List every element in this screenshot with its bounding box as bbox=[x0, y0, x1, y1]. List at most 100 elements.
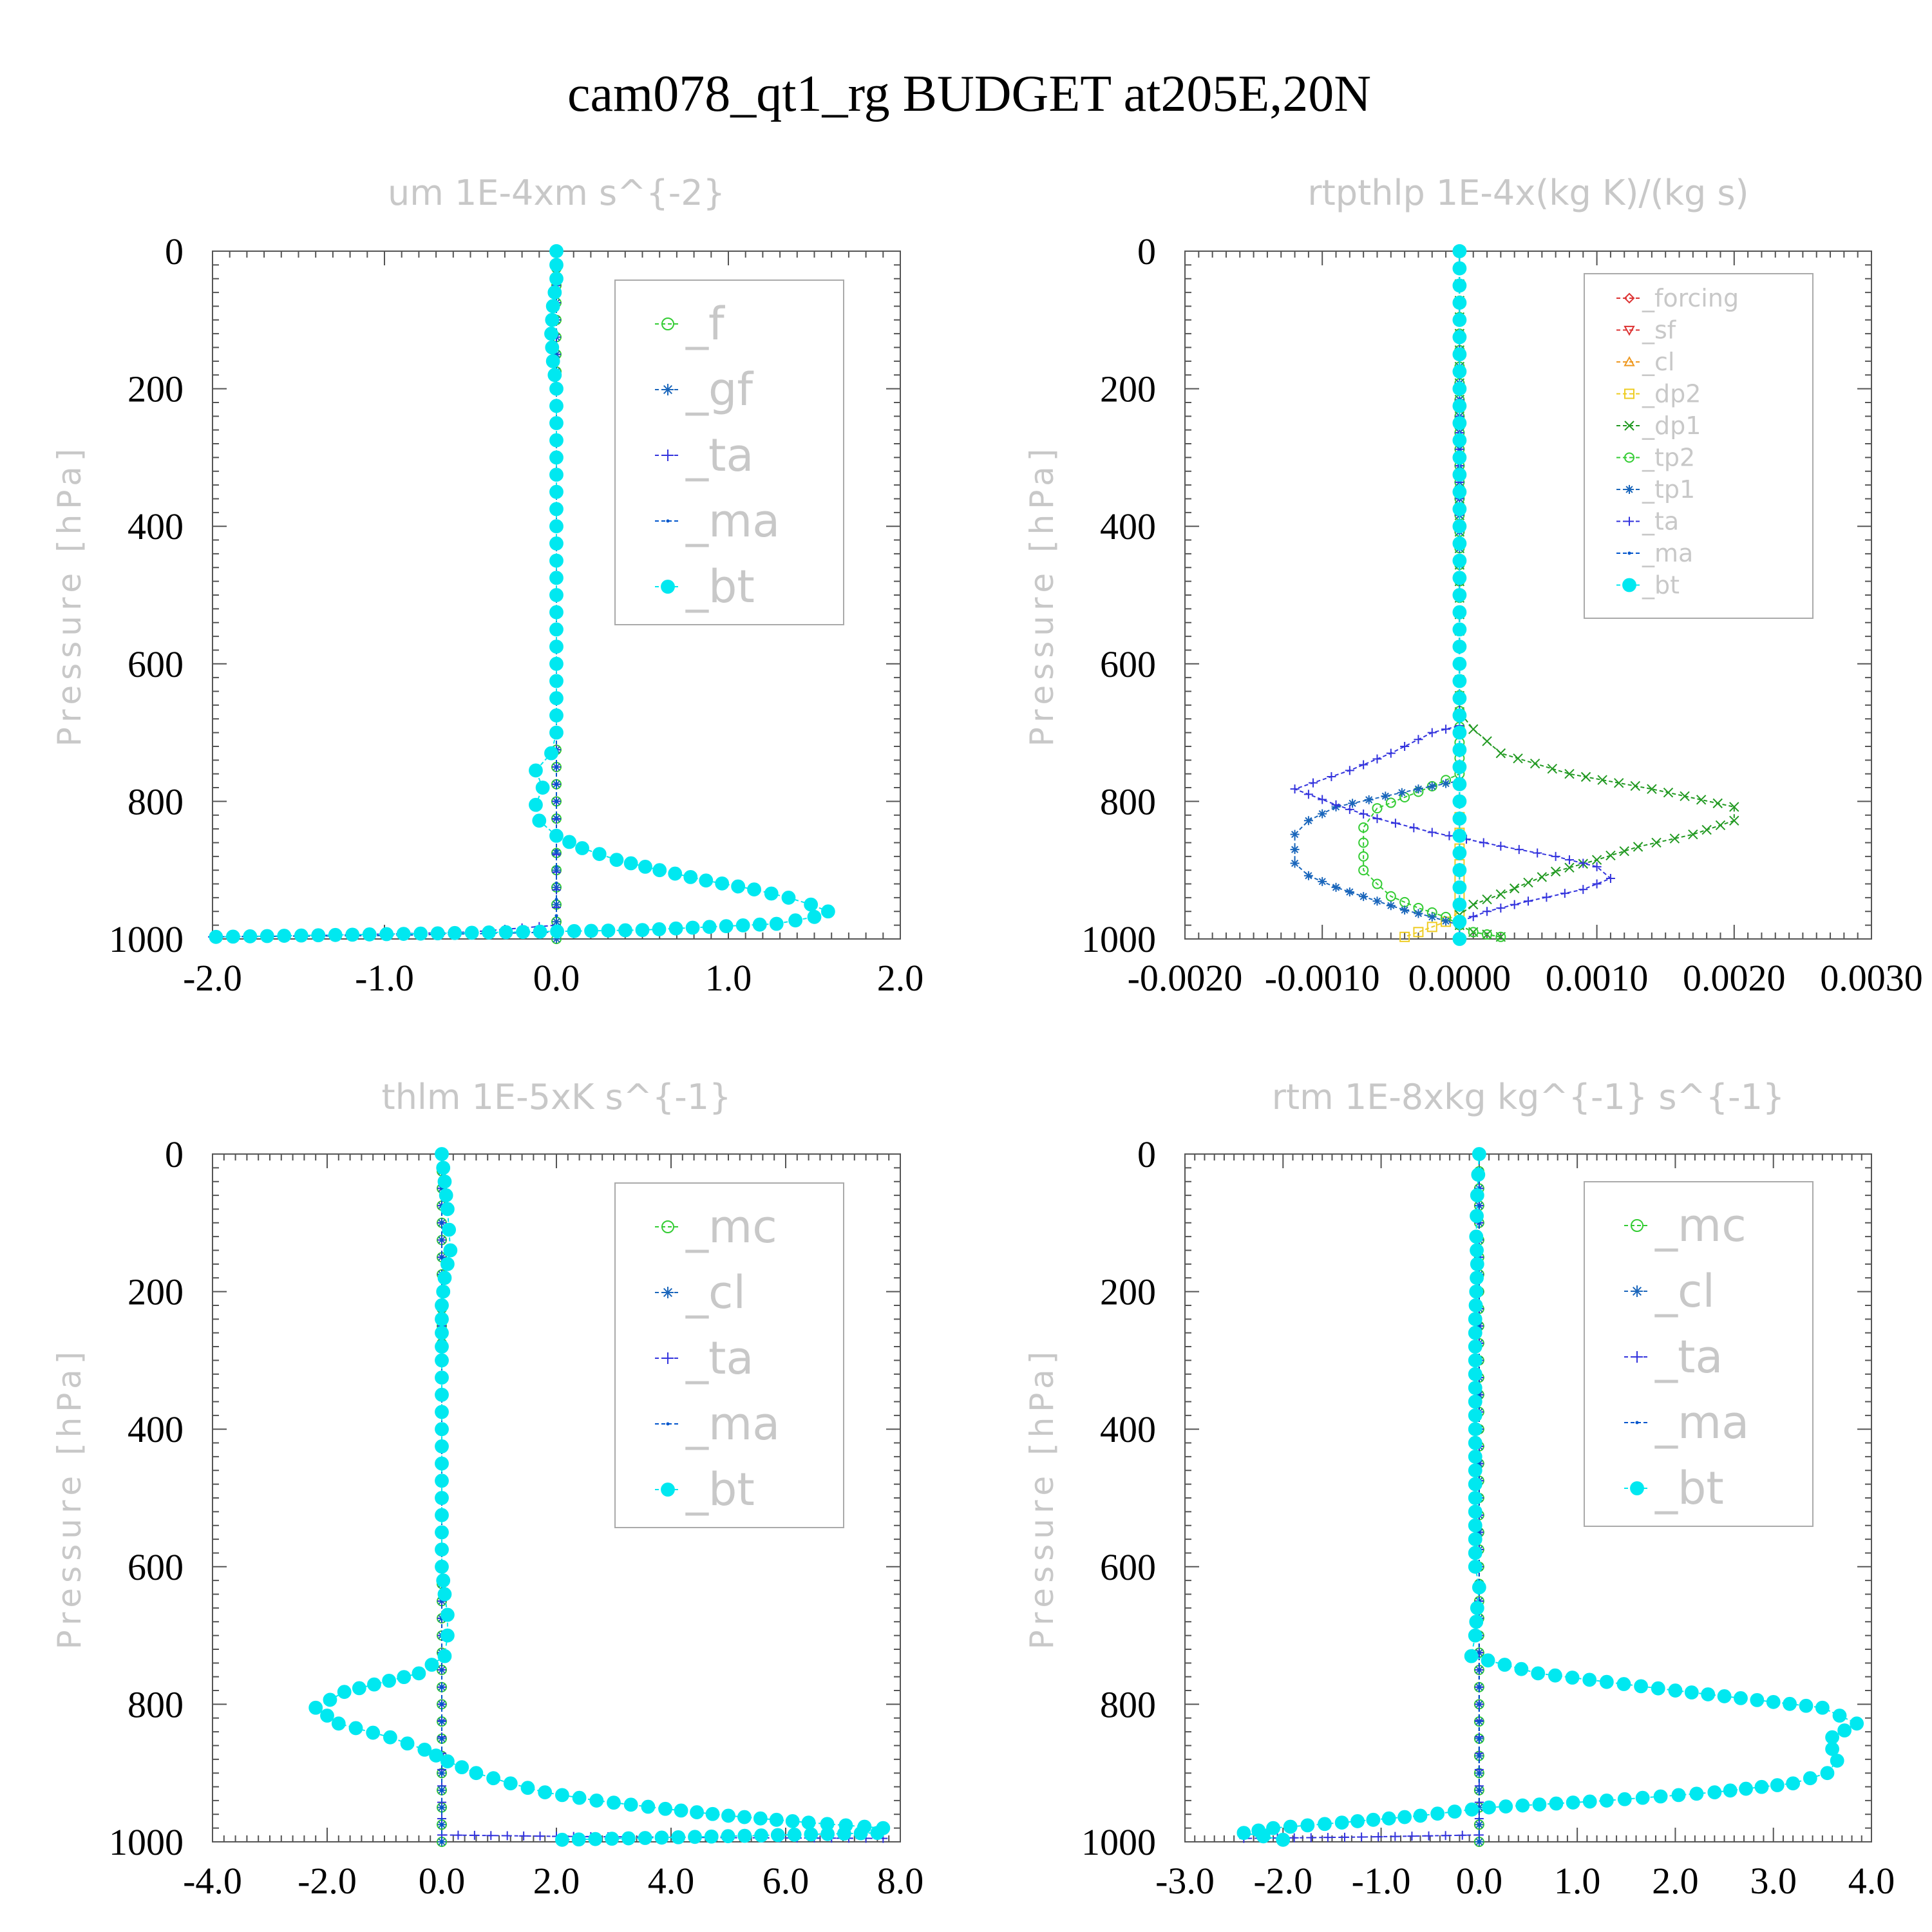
data-point bbox=[328, 927, 343, 942]
data-point bbox=[549, 484, 564, 499]
data-point bbox=[1464, 1649, 1479, 1663]
data-point bbox=[567, 923, 582, 938]
data-point bbox=[601, 923, 616, 938]
data-point bbox=[1633, 842, 1643, 852]
data-point bbox=[555, 1832, 569, 1847]
data-point bbox=[1799, 1698, 1814, 1713]
data-point bbox=[1482, 894, 1492, 905]
data-point bbox=[1701, 824, 1712, 835]
data-point bbox=[1477, 1685, 1481, 1689]
data-point bbox=[1381, 1811, 1396, 1826]
data-point bbox=[787, 1828, 802, 1842]
y-tick-label: 200 bbox=[128, 368, 184, 410]
data-point bbox=[435, 1508, 449, 1522]
data-point bbox=[260, 929, 274, 943]
data-point bbox=[554, 898, 558, 902]
data-point bbox=[1452, 536, 1467, 551]
data-point bbox=[1345, 766, 1354, 775]
legend-label: _ma bbox=[1654, 1396, 1749, 1449]
data-point bbox=[1496, 903, 1506, 913]
y-tick-label: 800 bbox=[128, 781, 184, 822]
series-group bbox=[1290, 244, 1739, 946]
data-point bbox=[589, 1794, 604, 1808]
data-point bbox=[308, 1700, 323, 1715]
data-point bbox=[549, 588, 564, 602]
data-point bbox=[1651, 1681, 1665, 1696]
legend-box bbox=[614, 1182, 844, 1528]
data-point bbox=[605, 1832, 620, 1846]
data-point bbox=[469, 1830, 479, 1840]
data-point bbox=[1357, 1832, 1367, 1842]
data-point bbox=[770, 1828, 785, 1842]
data-point bbox=[1303, 790, 1313, 799]
plot-frame bbox=[212, 1153, 901, 1842]
legend-label: _tp1 bbox=[1642, 475, 1695, 504]
data-point bbox=[1514, 1662, 1529, 1676]
data-point bbox=[554, 881, 558, 885]
data-point bbox=[1689, 1786, 1704, 1801]
data-point bbox=[1390, 1832, 1400, 1841]
data-point bbox=[554, 765, 558, 769]
data-point bbox=[1348, 799, 1358, 808]
data-point bbox=[1364, 795, 1374, 804]
data-point bbox=[820, 904, 835, 919]
data-point bbox=[1548, 1668, 1562, 1683]
data-point bbox=[1560, 889, 1569, 898]
data-point bbox=[1358, 865, 1369, 876]
data-point bbox=[638, 1831, 652, 1845]
panel-3: thlm 1E-5xK s^{-1} Pressure [hPa] -4.0 -2.0… bbox=[51, 1077, 923, 1902]
data-point bbox=[519, 1831, 529, 1841]
legend-label: _cl bbox=[1654, 1265, 1715, 1318]
data-point bbox=[1350, 1814, 1365, 1828]
data-point bbox=[440, 1628, 455, 1643]
data-point bbox=[367, 1677, 381, 1692]
legend-label: _tp2 bbox=[1642, 444, 1695, 472]
legend-label: _gf bbox=[685, 363, 753, 416]
data-point bbox=[435, 1525, 449, 1540]
data-point bbox=[435, 1147, 449, 1161]
data-point bbox=[1400, 741, 1410, 751]
data-point bbox=[1564, 862, 1575, 873]
data-point bbox=[1605, 850, 1616, 861]
data-point bbox=[1470, 1256, 1484, 1271]
data-point bbox=[1290, 845, 1300, 855]
data-point bbox=[437, 1174, 452, 1189]
y-tick-label: 800 bbox=[128, 1683, 184, 1725]
x-tick-label: 1.0 bbox=[705, 957, 752, 999]
data-point bbox=[1452, 622, 1467, 637]
legend-marker bbox=[1624, 355, 1635, 366]
data-point bbox=[752, 917, 767, 932]
data-point bbox=[554, 848, 558, 852]
data-point bbox=[1452, 347, 1467, 362]
data-point bbox=[486, 1831, 496, 1841]
data-point bbox=[592, 847, 607, 862]
data-point bbox=[1327, 772, 1336, 781]
data-point bbox=[435, 1325, 449, 1340]
legend-label: _dp2 bbox=[1642, 380, 1701, 408]
data-point bbox=[544, 746, 558, 761]
data-point bbox=[440, 1702, 444, 1706]
data-point bbox=[1256, 1829, 1271, 1844]
data-point bbox=[1331, 882, 1341, 892]
data-point bbox=[1830, 1754, 1844, 1768]
data-point bbox=[1497, 1658, 1512, 1672]
data-point bbox=[520, 1781, 535, 1795]
x-tick-label: 4.0 bbox=[648, 1860, 695, 1902]
data-point bbox=[1542, 893, 1551, 902]
x-tick-label: 3.0 bbox=[1750, 1860, 1797, 1902]
data-point bbox=[1318, 1817, 1332, 1832]
y-axis-label: Pressure [hPa] bbox=[51, 444, 88, 747]
data-point bbox=[1452, 708, 1467, 723]
data-point bbox=[1580, 772, 1591, 782]
data-point bbox=[737, 1810, 752, 1824]
y-tick-label: 200 bbox=[128, 1271, 184, 1313]
y-tick-label: 0 bbox=[165, 231, 184, 272]
legend-marker bbox=[1624, 421, 1634, 431]
data-point bbox=[1837, 1723, 1852, 1738]
data-point bbox=[1236, 1826, 1251, 1841]
y-tick-label: 0 bbox=[1137, 1133, 1156, 1175]
data-point bbox=[413, 926, 428, 941]
data-point bbox=[440, 1806, 444, 1810]
data-point bbox=[1549, 1796, 1564, 1811]
data-point bbox=[1468, 1422, 1482, 1437]
